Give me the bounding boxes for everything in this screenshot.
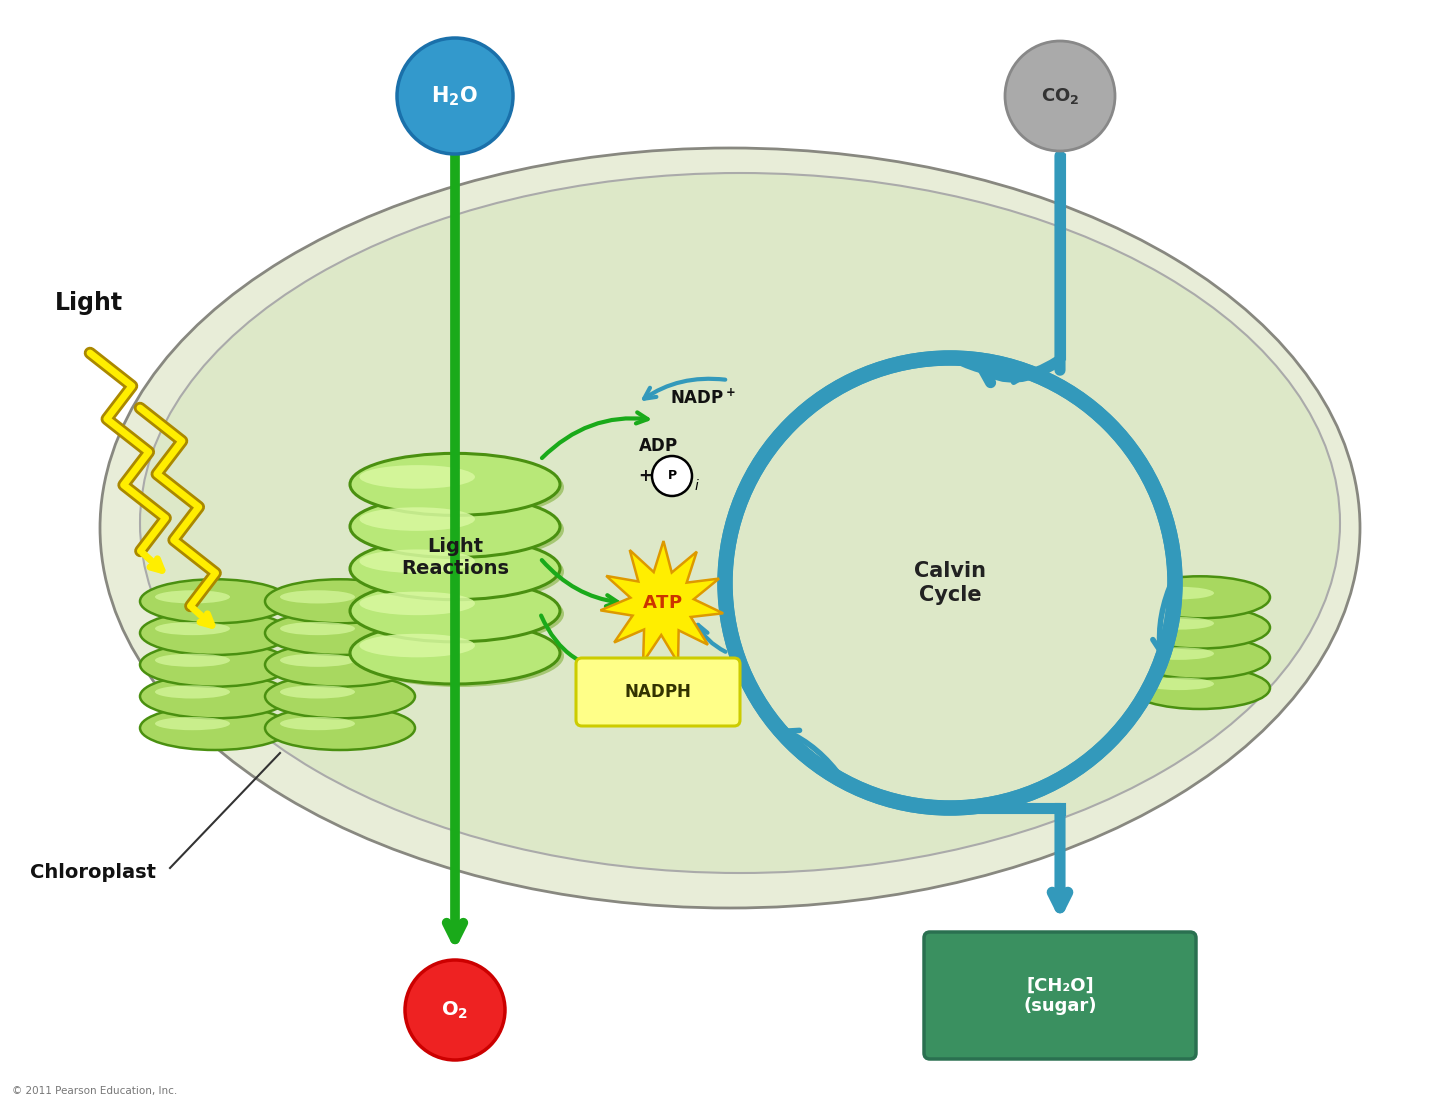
Circle shape: [1005, 41, 1115, 151]
Text: $\mathbf{ADP}$: $\mathbf{ADP}$: [638, 437, 678, 455]
Ellipse shape: [360, 465, 475, 489]
Text: Chloroplast: Chloroplast: [30, 863, 156, 882]
Circle shape: [405, 960, 505, 1060]
Ellipse shape: [360, 507, 475, 531]
Text: $\mathbf{NADPH}$: $\mathbf{NADPH}$: [625, 683, 691, 701]
Ellipse shape: [360, 634, 475, 657]
Ellipse shape: [156, 622, 230, 635]
Ellipse shape: [279, 654, 356, 667]
Ellipse shape: [1143, 617, 1214, 629]
Ellipse shape: [354, 541, 564, 603]
Ellipse shape: [354, 499, 564, 561]
Ellipse shape: [265, 611, 415, 655]
Text: $\mathbf{CO_2}$: $\mathbf{CO_2}$: [1041, 86, 1079, 106]
Ellipse shape: [265, 643, 415, 687]
FancyBboxPatch shape: [576, 658, 740, 726]
Ellipse shape: [350, 495, 560, 557]
Ellipse shape: [354, 625, 564, 687]
Ellipse shape: [99, 148, 1359, 907]
Ellipse shape: [1130, 576, 1270, 618]
Text: $\mathbf{P}$: $\mathbf{P}$: [667, 470, 677, 482]
Ellipse shape: [1130, 637, 1270, 679]
Ellipse shape: [350, 537, 560, 599]
Ellipse shape: [140, 173, 1341, 873]
Text: [CH₂O]
(sugar): [CH₂O] (sugar): [1024, 976, 1097, 1015]
Ellipse shape: [279, 717, 356, 730]
Circle shape: [652, 456, 693, 496]
Ellipse shape: [265, 579, 415, 624]
Ellipse shape: [140, 706, 289, 750]
Text: $\mathbf{NADP^+}$: $\mathbf{NADP^+}$: [670, 388, 736, 408]
Ellipse shape: [156, 717, 230, 730]
Text: $\mathbf{H_2O}$: $\mathbf{H_2O}$: [432, 84, 478, 107]
Text: $\mathit{i}$: $\mathit{i}$: [694, 479, 700, 493]
Ellipse shape: [1143, 587, 1214, 599]
Text: Light: Light: [55, 291, 124, 315]
Circle shape: [732, 365, 1169, 802]
Ellipse shape: [140, 611, 289, 655]
Ellipse shape: [1130, 667, 1270, 709]
Ellipse shape: [140, 675, 289, 718]
Circle shape: [397, 38, 513, 154]
Ellipse shape: [279, 686, 356, 698]
Ellipse shape: [354, 583, 564, 645]
Ellipse shape: [279, 591, 356, 604]
Text: Calvin
Cycle: Calvin Cycle: [914, 562, 986, 605]
Ellipse shape: [1143, 677, 1214, 690]
Ellipse shape: [350, 453, 560, 515]
Polygon shape: [600, 541, 723, 663]
Ellipse shape: [279, 622, 356, 635]
Ellipse shape: [156, 591, 230, 604]
Text: $\mathbf{+}$: $\mathbf{+}$: [638, 466, 652, 485]
Text: $\mathbf{O_2}$: $\mathbf{O_2}$: [442, 999, 468, 1020]
Text: Light
Reactions: Light Reactions: [400, 537, 508, 578]
Ellipse shape: [360, 592, 475, 615]
Ellipse shape: [360, 550, 475, 573]
Ellipse shape: [350, 579, 560, 642]
Ellipse shape: [1130, 606, 1270, 648]
Text: © 2011 Pearson Education, Inc.: © 2011 Pearson Education, Inc.: [12, 1086, 177, 1096]
Text: $\mathbf{ATP}$: $\mathbf{ATP}$: [642, 594, 683, 612]
Ellipse shape: [1143, 647, 1214, 660]
Ellipse shape: [350, 622, 560, 684]
Ellipse shape: [265, 706, 415, 750]
FancyBboxPatch shape: [924, 932, 1197, 1059]
Ellipse shape: [156, 654, 230, 667]
Ellipse shape: [140, 579, 289, 624]
Ellipse shape: [354, 456, 564, 519]
Ellipse shape: [156, 686, 230, 698]
Ellipse shape: [265, 675, 415, 718]
Ellipse shape: [140, 643, 289, 687]
